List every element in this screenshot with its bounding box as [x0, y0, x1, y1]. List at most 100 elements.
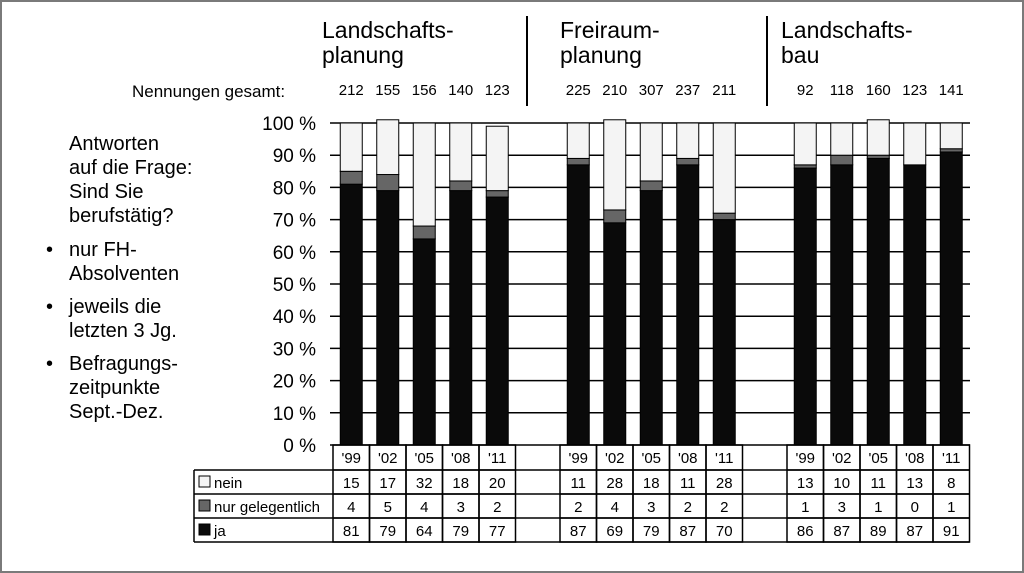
nennungen-value: 141	[938, 82, 964, 99]
y-tick-label: 60 %	[273, 243, 316, 264]
bar-segment-nein	[449, 122, 473, 182]
nennungen-value: 211	[712, 82, 737, 99]
bar-segment-ja	[485, 196, 509, 446]
table-cell-value: 87	[570, 523, 587, 540]
nennungen-value: 307	[638, 82, 664, 99]
y-tick-label: 70 %	[273, 211, 316, 232]
table-cell-value: 77	[489, 523, 506, 540]
bullet-item: • jeweils die letzten 3 Jg.	[46, 296, 177, 342]
legend-swatch	[198, 499, 211, 512]
table-cell-value: 11	[570, 475, 586, 492]
table-year-label: '05	[641, 450, 661, 467]
table-cell-value: 87	[833, 523, 850, 540]
table-year-label: '99	[795, 450, 815, 467]
table-cell-value: 3	[647, 499, 655, 516]
group-title-landschaftsbau: Landschafts- bau	[781, 17, 913, 68]
table-cell-value: 4	[347, 499, 355, 516]
table-cell-value: 87	[679, 523, 696, 540]
nennungen-value: 123	[484, 82, 510, 99]
y-tick-label: 50 %	[273, 275, 316, 296]
bar-segment-nein	[339, 122, 363, 172]
bullet-text: nur FH- Absolventen	[69, 239, 180, 285]
table-year-label: '99	[568, 450, 588, 467]
bar-segment-nein	[676, 122, 700, 159]
table-year-label: '05	[868, 450, 888, 467]
bar-segment-nein	[566, 122, 590, 159]
nennungen-value: 210	[602, 82, 628, 99]
table-cell-value: 69	[606, 523, 623, 540]
y-tick-label: 40 %	[273, 307, 316, 328]
table-cell-value: 28	[716, 475, 733, 492]
table-cell-value: 4	[611, 499, 619, 516]
table-cell-value: 3	[457, 499, 465, 516]
bar-segment-nein	[603, 119, 627, 211]
bar-segment-ja	[339, 183, 363, 446]
table-cell-value: 70	[716, 523, 733, 540]
bar-segment-ja	[793, 167, 817, 446]
table-cell-value: 79	[643, 523, 660, 540]
table-cell-value: 2	[720, 499, 728, 516]
y-tick-label: 80 %	[273, 178, 316, 199]
y-tick-label: 90 %	[273, 146, 316, 167]
table-year-label: '11	[488, 450, 506, 467]
group-separator	[526, 16, 528, 106]
table-cell-value: 18	[643, 475, 660, 492]
table-cell-value: 3	[838, 499, 846, 516]
bar-segment-nur-gelegentlich	[449, 180, 473, 192]
table-cell-value: 13	[906, 475, 923, 492]
y-tick-label: 30 %	[273, 339, 316, 360]
bar-segment-nein	[939, 122, 963, 150]
table-year-label: '08	[905, 450, 925, 467]
y-tick-label: 0 %	[283, 436, 316, 457]
bar-segment-nein	[412, 122, 436, 227]
table-cell-value: 4	[420, 499, 428, 516]
bar-segment-nein	[866, 119, 890, 156]
table-cell-value: 2	[574, 499, 582, 516]
bar-segment-ja	[866, 157, 890, 446]
nennungen-value: 140	[448, 82, 474, 99]
table-cell-value: 81	[343, 523, 360, 540]
bar-segment-ja	[712, 219, 736, 446]
table-cell-value: 86	[797, 523, 814, 540]
table-cell-value: 32	[416, 475, 433, 492]
bar-segment-ja	[449, 190, 473, 446]
table-year-label: '02	[378, 450, 398, 467]
bar-segment-nein	[485, 125, 509, 192]
table-cell-value: 91	[943, 523, 960, 540]
table-year-label: '05	[414, 450, 434, 467]
y-tick-label: 10 %	[273, 404, 316, 425]
legend-label: ja	[213, 523, 226, 540]
bar-segment-nur-gelegentlich	[412, 225, 436, 240]
table-cell-value: 64	[416, 523, 433, 540]
bar-segment-ja	[830, 164, 854, 446]
bar-segment-nur-gelegentlich	[639, 180, 663, 192]
table-cell-value: 1	[874, 499, 882, 516]
nennungen-value: 212	[338, 82, 364, 99]
table-cell-value: 8	[947, 475, 955, 492]
table-cell-value: 13	[797, 475, 814, 492]
group-title-landschaftsplanung: Landschafts- planung	[322, 17, 454, 68]
group-separator	[766, 16, 768, 106]
bar-segment-nein	[793, 122, 817, 166]
bar-segment-nur-gelegentlich	[603, 209, 627, 224]
question-text: Antworten auf die Frage: Sind Sie berufs…	[69, 133, 193, 227]
legend-swatch	[198, 475, 211, 488]
table-cell-value: 5	[384, 499, 392, 516]
nennungen-value: 237	[675, 82, 701, 99]
table-year-label: '11	[942, 450, 960, 467]
table-year-label: '08	[451, 450, 471, 467]
table-cell-value: 28	[606, 475, 623, 492]
bar-segment-nur-gelegentlich	[830, 154, 854, 166]
bar-segment-ja	[566, 164, 590, 446]
nennungen-value: 92	[796, 82, 814, 99]
nennungen-label: Nennungen gesamt:	[132, 82, 286, 101]
table-cell-value: 11	[870, 475, 886, 492]
bar-segment-nur-gelegentlich	[485, 190, 509, 198]
bar-segment-ja	[639, 190, 663, 446]
y-tick-label: 20 %	[273, 372, 316, 393]
table-cell-value: 89	[870, 523, 887, 540]
bar-segment-nur-gelegentlich	[676, 157, 700, 166]
table-cell-value: 18	[452, 475, 469, 492]
group-title-freiraumplanung: Freiraum- planung	[560, 17, 660, 68]
